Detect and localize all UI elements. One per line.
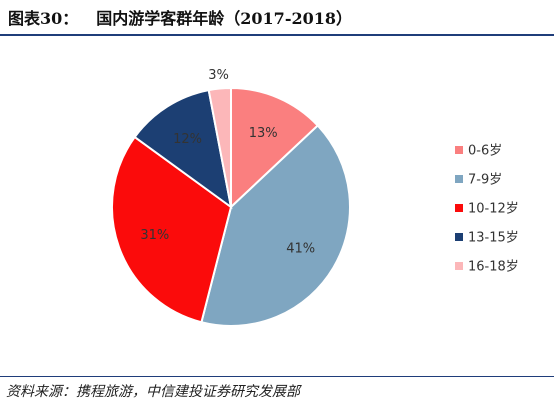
chart-title: 国内游学客群年龄（2017-2018） bbox=[96, 9, 352, 28]
source-note: 资料来源：携程旅游，中信建投证券研究发展部 bbox=[6, 384, 300, 400]
legend-swatch-5 bbox=[455, 262, 463, 270]
pie-slice-1 bbox=[230, 86, 320, 210]
title-divider bbox=[0, 34, 554, 36]
slice-label-5: 3% bbox=[208, 68, 229, 83]
legend-swatch-1 bbox=[455, 146, 463, 154]
legend-label-5: 16-18岁 bbox=[468, 260, 519, 275]
pie-chart: 13% 41% 31% 12% 3% 0-6岁 7-9岁 10-12岁 13-15岁 16-18… bbox=[111, 68, 519, 327]
pie-slices bbox=[111, 86, 351, 327]
legend-swatch-2 bbox=[455, 175, 463, 183]
slice-label-2: 41% bbox=[286, 242, 315, 257]
pie-slice-2 bbox=[200, 124, 351, 327]
pie-slice-5 bbox=[207, 86, 232, 208]
slice-label-3: 31% bbox=[140, 228, 169, 243]
legend-label-1: 0-6岁 bbox=[468, 144, 502, 159]
legend-label-3: 10-12岁 bbox=[468, 202, 519, 217]
legend-swatch-3 bbox=[455, 204, 463, 212]
pie-slice-4 bbox=[133, 88, 233, 210]
slice-label-1: 13% bbox=[249, 126, 278, 141]
source-divider bbox=[0, 376, 554, 377]
legend-swatch-4 bbox=[455, 233, 463, 241]
legend-label-2: 7-9岁 bbox=[468, 173, 502, 188]
figure-number: 图表30： bbox=[8, 9, 79, 28]
pie-slice-labels: 13% 41% 31% 12% 3% bbox=[140, 68, 315, 257]
pie-slice-3 bbox=[111, 135, 233, 324]
figure-title: 图表30： 国内游学客群年龄（2017-2018） bbox=[6, 6, 352, 32]
chart-legend: 0-6岁 7-9岁 10-12岁 13-15岁 16-18岁 bbox=[455, 144, 519, 275]
slice-label-4: 12% bbox=[173, 132, 202, 147]
legend-label-4: 13-15岁 bbox=[468, 231, 519, 246]
